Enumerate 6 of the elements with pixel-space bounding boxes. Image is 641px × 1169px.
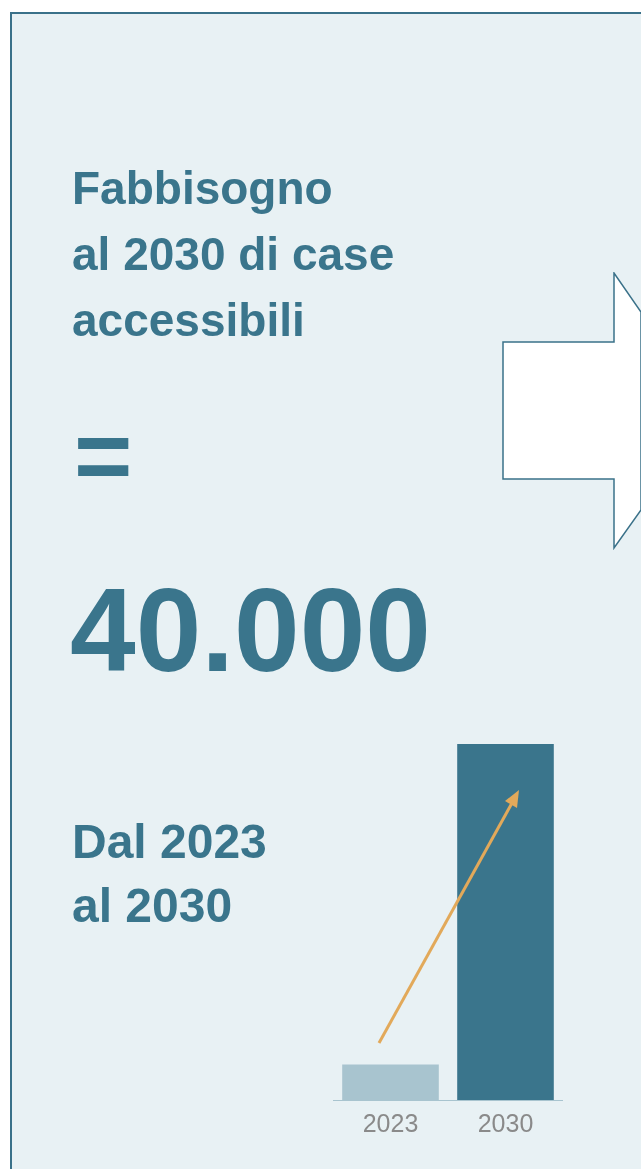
- x-tick-label: 2023: [362, 1108, 419, 1137]
- text: =: [74, 399, 133, 511]
- x-tick-label: 2030: [477, 1108, 534, 1137]
- text: 40.000: [70, 563, 431, 698]
- text: Dal 2023 al 2030: [72, 814, 267, 934]
- chart-title: Fabbisogno al 2030 di case accessibili: [72, 161, 395, 348]
